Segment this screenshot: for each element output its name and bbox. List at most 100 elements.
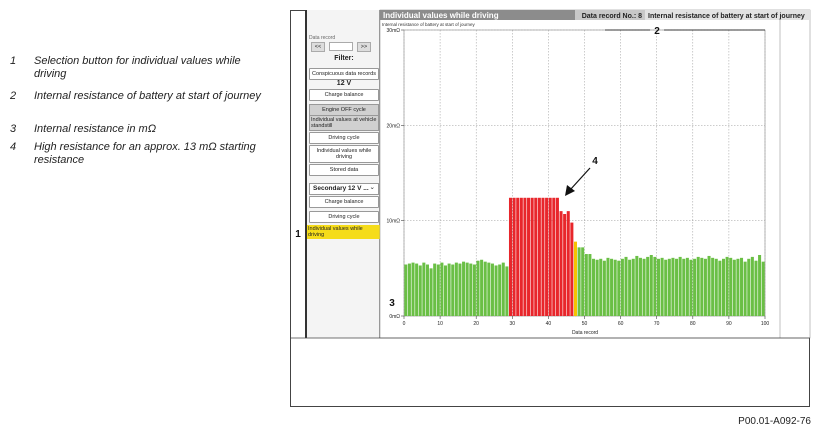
bar [519,197,523,316]
sidebar: Data record << >> Filter: Conspicuous dat… [305,10,381,338]
bar [592,258,596,316]
bar [566,211,570,316]
note-text: Selection button for individual values w… [34,55,241,80]
bar [758,254,762,316]
bar [472,264,476,316]
bar [754,260,758,316]
header-record [575,10,645,20]
note-text: Internal resistance of battery at start … [34,90,261,102]
bar [458,263,462,316]
note-number: 1 [10,55,17,67]
bar [527,197,531,316]
bar [512,197,516,316]
bar [425,264,429,316]
bar [747,258,751,316]
bar [433,263,437,316]
bar [559,211,563,316]
bar [516,197,520,316]
bar [451,264,455,316]
prev-button[interactable]: << [311,42,325,52]
bar [454,262,458,316]
bar [523,197,527,316]
bar [440,262,444,316]
sidebar-item: 12 V [336,80,352,87]
x-tick-label: 0 [403,321,406,327]
bar [555,197,559,316]
bar [689,259,693,316]
bar [577,247,581,316]
callout-arrow [569,167,591,191]
sidebar-item[interactable]: Secondary 12 V ... ⌄ [309,183,379,195]
bar [588,254,592,316]
bar [638,257,642,316]
bar [422,262,426,316]
sidebar-item[interactable]: Individual values at vehicle standstill [309,115,379,131]
bar [660,257,664,316]
sidebar-item[interactable]: Conspicuous data records [309,68,379,80]
bar [508,197,513,316]
bar [436,264,440,316]
bar [718,260,722,316]
bar [411,262,415,316]
bar [667,258,671,316]
bar [678,256,682,316]
bar [581,247,585,316]
bar [685,257,689,316]
x-tick-label: 70 [654,321,660,327]
dropdown-chevron: ⌄ [369,184,375,191]
bar [498,264,502,316]
sidebar-item[interactable]: Charge balance [309,196,379,208]
header-subject [645,10,810,20]
bar [606,257,610,316]
sidebar-item[interactable]: Driving cycle [309,132,379,144]
bar [721,258,726,316]
bar [476,260,480,316]
sidebar-item[interactable]: Charge balance [309,89,379,101]
next-button[interactable]: >> [357,42,371,52]
bar [736,258,740,316]
bar [617,260,621,316]
x-axis-label: Data record [572,330,598,336]
record-label: Data record No.: 8 [582,13,642,20]
bar [563,213,567,316]
bar [711,257,715,316]
sidebar-item[interactable]: Stored data [309,164,379,176]
note-number: 4 [10,141,17,153]
sidebar-item[interactable]: Individual values while driving [307,225,381,239]
sidebar-item[interactable]: Driving cycle [309,211,379,223]
bar [573,241,577,316]
bar [703,258,707,316]
bar [610,258,614,316]
bar [602,260,606,316]
record-input[interactable] [329,42,353,51]
bar [631,258,635,316]
bar [552,197,556,316]
bar [743,261,747,316]
bar [649,254,653,316]
bar [415,263,419,316]
y-tick-label: 30mΩ [387,28,401,34]
bar [404,264,408,316]
x-tick-label: 10 [437,321,443,327]
y-tick-label: 10mΩ [387,219,401,225]
x-tick-label: 40 [546,321,552,327]
bar [714,258,718,316]
bar [700,257,704,316]
bar [732,259,736,316]
bar [750,256,754,316]
bar [469,263,473,316]
callout: 3 [389,298,395,309]
note: 1 Selection button for individual values … [10,55,270,85]
y-tick-label: 20mΩ [387,123,401,129]
bar [545,197,549,316]
note-text: Internal resistance in mΩ [34,123,157,135]
bar [505,266,509,316]
sidebar-item[interactable]: Individual values while driving [309,145,379,163]
callout: 4 [592,156,598,167]
bar [490,263,494,316]
bar [682,258,686,316]
header-subject-text: Internal resistance of battery at start … [648,13,805,20]
bar [462,261,466,316]
x-tick-label: 30 [510,321,516,327]
